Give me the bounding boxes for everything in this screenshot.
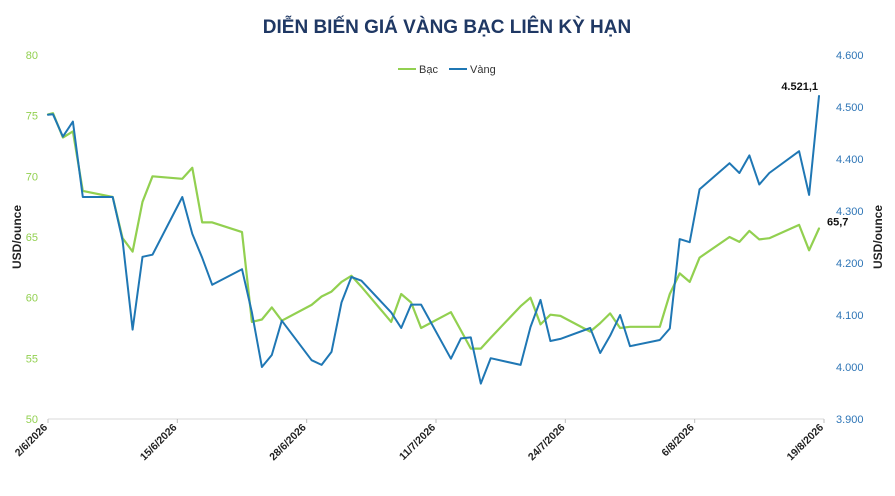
- annotation-silver-last: 65,7: [827, 217, 848, 229]
- right-tick-label: 4.600: [836, 50, 864, 62]
- x-axis-ticks: 2/6/2026 15/6/2026 28/6/2026 11/7/2026 24/7/…: [13, 419, 826, 463]
- x-tick-label: 2/6/2026: [13, 422, 50, 459]
- left-tick-label: 65: [26, 232, 38, 244]
- left-tick-label: 80: [26, 50, 38, 62]
- right-tick-label: 4.500: [836, 102, 864, 114]
- x-tick-label: 6/8/2026: [659, 422, 696, 459]
- series-layer: [46, 95, 821, 385]
- left-tick-label: 60: [26, 293, 38, 305]
- right-tick-label: 4.100: [836, 310, 864, 322]
- right-axis-title: USD/ounce: [871, 205, 885, 269]
- x-tick-label: 11/7/2026: [397, 422, 438, 463]
- left-axis-title: USD/ounce: [10, 205, 24, 269]
- x-tick-label: 28/6/2026: [267, 422, 309, 464]
- left-tick-label: 55: [26, 353, 38, 365]
- left-tick-label: 50: [26, 414, 38, 426]
- legend: Bạc Vàng: [398, 64, 496, 76]
- left-tick-label: 75: [26, 111, 38, 123]
- right-axis-ticks: 4.600 4.500 4.400 4.300 4.200 4.100 4.000 3.900: [836, 50, 864, 426]
- series-line-gold: [47, 95, 820, 385]
- legend-label-gold: Vàng: [470, 64, 496, 76]
- right-tick-label: 4.200: [836, 258, 864, 270]
- right-tick-label: 4.400: [836, 154, 864, 166]
- right-tick-label: 4.000: [836, 362, 864, 374]
- x-tick-label: 19/8/2026: [785, 422, 827, 464]
- right-tick-label: 3.900: [836, 414, 864, 426]
- chart-title: DIỄN BIẾN GIÁ VÀNG BẠC LIÊN KỲ HẠN: [263, 16, 631, 38]
- left-axis-ticks: 80 75 70 65 60 55 50: [26, 50, 38, 426]
- right-tick-label: 4.300: [836, 206, 864, 218]
- legend-label-silver: Bạc: [419, 64, 438, 76]
- left-tick-label: 70: [26, 171, 38, 183]
- x-tick-label: 15/6/2026: [138, 422, 180, 464]
- series-line-silver: [46, 112, 821, 350]
- annotation-gold-last: 4.521,1: [781, 81, 818, 93]
- x-tick-label: 24/7/2026: [526, 422, 568, 464]
